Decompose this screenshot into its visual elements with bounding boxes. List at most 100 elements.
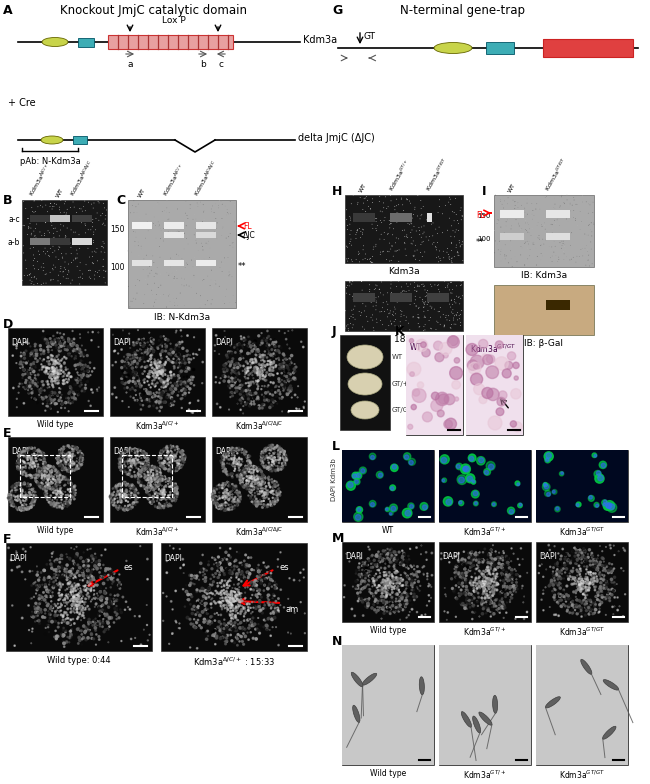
Circle shape bbox=[487, 574, 488, 575]
Circle shape bbox=[145, 460, 146, 461]
Circle shape bbox=[247, 464, 249, 466]
Circle shape bbox=[276, 446, 278, 448]
Circle shape bbox=[71, 482, 72, 484]
Circle shape bbox=[31, 447, 33, 449]
Circle shape bbox=[382, 602, 384, 604]
Circle shape bbox=[170, 397, 172, 399]
Circle shape bbox=[49, 338, 51, 339]
Circle shape bbox=[61, 565, 62, 567]
Circle shape bbox=[105, 615, 106, 616]
Text: J: J bbox=[332, 325, 337, 338]
Circle shape bbox=[41, 471, 42, 473]
Circle shape bbox=[407, 575, 408, 577]
Circle shape bbox=[182, 361, 183, 362]
Circle shape bbox=[415, 596, 417, 597]
Circle shape bbox=[396, 587, 398, 589]
Point bbox=[514, 217, 524, 230]
Circle shape bbox=[137, 379, 140, 382]
Circle shape bbox=[431, 552, 433, 554]
Circle shape bbox=[482, 561, 484, 563]
Circle shape bbox=[120, 489, 122, 490]
Circle shape bbox=[62, 468, 63, 470]
Circle shape bbox=[491, 590, 493, 591]
Point bbox=[176, 230, 187, 243]
Circle shape bbox=[138, 469, 139, 470]
Circle shape bbox=[122, 467, 124, 469]
Circle shape bbox=[30, 503, 31, 505]
Point bbox=[343, 241, 353, 253]
Circle shape bbox=[147, 471, 148, 472]
Circle shape bbox=[46, 493, 47, 494]
Circle shape bbox=[68, 504, 70, 506]
Circle shape bbox=[384, 583, 385, 584]
Circle shape bbox=[235, 592, 236, 593]
Point bbox=[449, 318, 460, 330]
Circle shape bbox=[140, 450, 142, 452]
Circle shape bbox=[504, 585, 505, 586]
Circle shape bbox=[162, 374, 163, 376]
Point bbox=[396, 192, 407, 205]
Circle shape bbox=[54, 480, 55, 481]
Point bbox=[367, 291, 378, 303]
Circle shape bbox=[263, 450, 264, 451]
Circle shape bbox=[257, 368, 258, 370]
Point bbox=[492, 238, 502, 250]
Circle shape bbox=[388, 586, 390, 587]
Point bbox=[356, 215, 366, 227]
Point bbox=[568, 251, 578, 263]
Circle shape bbox=[586, 610, 588, 612]
Circle shape bbox=[229, 365, 231, 367]
Circle shape bbox=[273, 353, 274, 354]
Circle shape bbox=[79, 600, 81, 601]
Point bbox=[126, 246, 136, 259]
Circle shape bbox=[42, 468, 44, 470]
Circle shape bbox=[263, 462, 265, 463]
Point bbox=[32, 237, 43, 249]
Circle shape bbox=[145, 468, 146, 470]
Point bbox=[49, 259, 59, 271]
Point bbox=[80, 210, 90, 223]
Circle shape bbox=[232, 601, 234, 602]
Circle shape bbox=[88, 565, 90, 567]
Circle shape bbox=[79, 601, 81, 603]
Circle shape bbox=[176, 468, 177, 470]
Circle shape bbox=[109, 601, 111, 603]
Bar bbox=[110, 437, 205, 522]
Circle shape bbox=[124, 493, 125, 495]
Point bbox=[27, 201, 37, 213]
Circle shape bbox=[148, 463, 150, 464]
Circle shape bbox=[216, 563, 217, 564]
Circle shape bbox=[586, 603, 588, 604]
Circle shape bbox=[48, 465, 49, 466]
Circle shape bbox=[156, 476, 157, 477]
Point bbox=[348, 189, 358, 201]
Point bbox=[97, 241, 107, 253]
Circle shape bbox=[34, 350, 36, 351]
Circle shape bbox=[194, 576, 196, 579]
Circle shape bbox=[125, 363, 127, 365]
Circle shape bbox=[170, 494, 171, 495]
Text: Kdm3a$^{GT/+}$: Kdm3a$^{GT/+}$ bbox=[387, 158, 413, 193]
Circle shape bbox=[556, 574, 558, 576]
Circle shape bbox=[259, 369, 261, 371]
Circle shape bbox=[62, 634, 65, 637]
Circle shape bbox=[458, 582, 460, 584]
Circle shape bbox=[55, 485, 57, 487]
Circle shape bbox=[66, 477, 67, 479]
Circle shape bbox=[170, 349, 172, 351]
Circle shape bbox=[404, 572, 405, 573]
Bar bbox=[536, 645, 628, 765]
Circle shape bbox=[200, 572, 201, 573]
Point bbox=[366, 292, 376, 304]
Circle shape bbox=[563, 599, 564, 600]
Circle shape bbox=[259, 371, 261, 373]
Circle shape bbox=[38, 452, 40, 453]
Circle shape bbox=[79, 457, 81, 459]
Circle shape bbox=[44, 463, 46, 464]
Circle shape bbox=[280, 466, 281, 468]
Circle shape bbox=[60, 606, 61, 608]
Circle shape bbox=[72, 465, 73, 466]
Circle shape bbox=[15, 499, 16, 500]
Circle shape bbox=[361, 600, 364, 602]
Circle shape bbox=[254, 383, 255, 384]
